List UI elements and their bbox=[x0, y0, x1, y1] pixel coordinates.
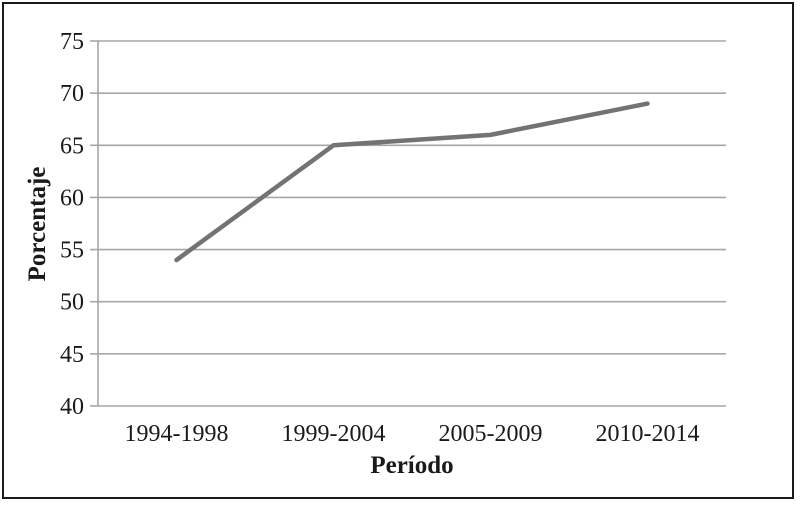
y-tick-label: 70 bbox=[60, 81, 84, 107]
x-category-label: 1994-1998 bbox=[125, 421, 229, 447]
x-category-label: 2010-2014 bbox=[596, 421, 700, 447]
y-tick-label: 45 bbox=[60, 342, 84, 368]
figure-border bbox=[2, 2, 794, 499]
y-tick-label: 40 bbox=[60, 394, 84, 420]
x-category-label: 2005-2009 bbox=[439, 421, 543, 447]
y-tick-label: 50 bbox=[60, 290, 84, 316]
y-tick-label: 60 bbox=[60, 185, 84, 211]
data-series-group bbox=[174, 101, 650, 263]
x-category-label: 1999-2004 bbox=[282, 421, 386, 447]
axes-group bbox=[90, 40, 99, 407]
y-tick-label: 65 bbox=[60, 133, 84, 159]
x-axis-title: Período bbox=[370, 452, 453, 479]
axis-labels-group: 40 45 50 55 60 65 70 75 1994-1998 1999-2004 2005-2… bbox=[60, 29, 700, 447]
gridlines-group bbox=[98, 40, 726, 407]
y-tick-label: 55 bbox=[60, 238, 84, 264]
data-line bbox=[174, 101, 650, 263]
y-tick-label: 75 bbox=[60, 29, 84, 55]
y-axis-title: Porcentaje bbox=[24, 167, 51, 282]
